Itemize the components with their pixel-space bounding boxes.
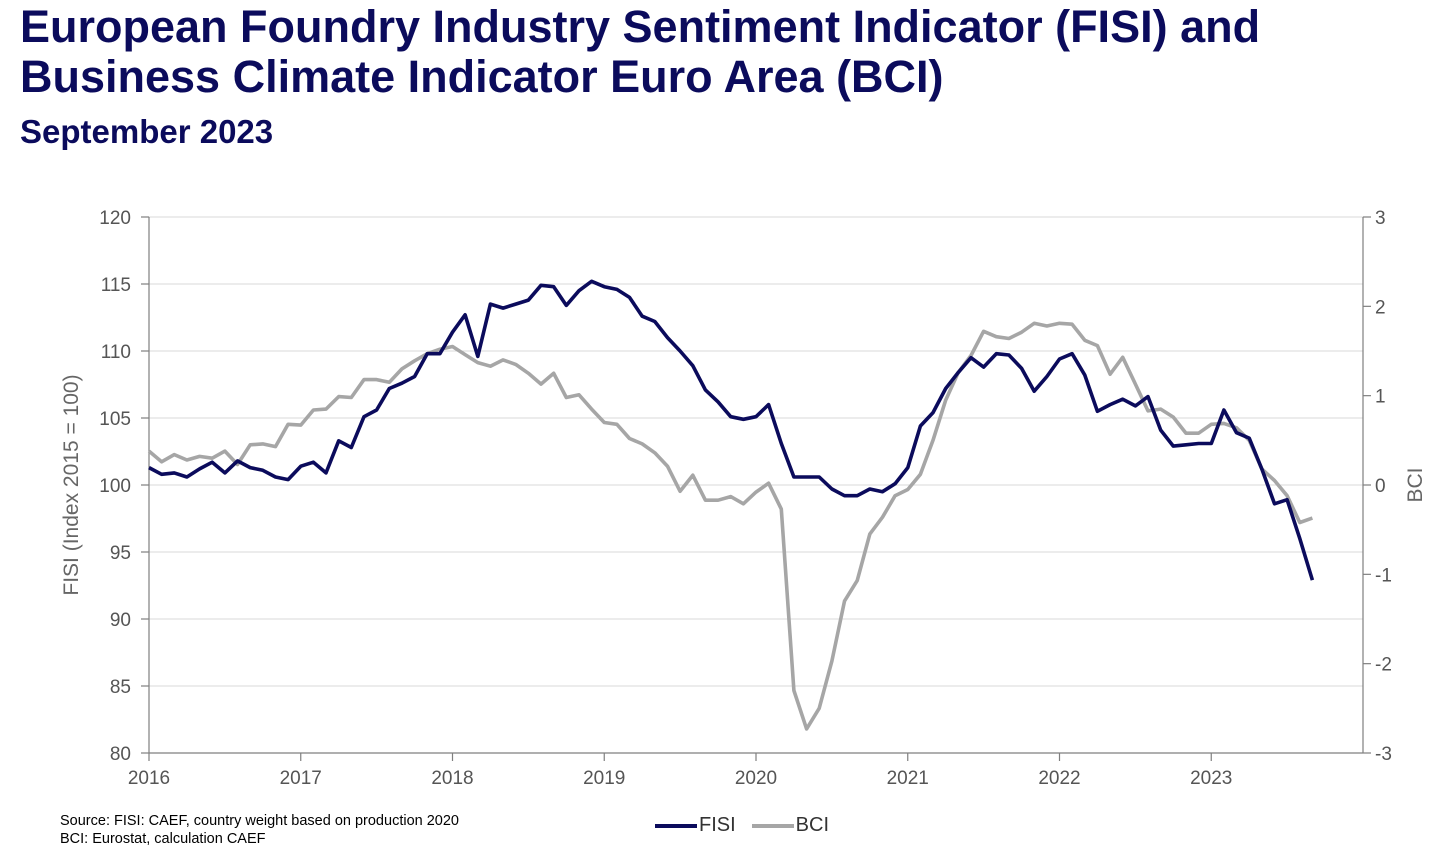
y2-tick-label: -1 [1375,565,1392,586]
series-lines [147,279,1315,731]
y-tick-label: 115 [101,275,131,296]
x-tick-label: 2021 [887,768,929,789]
x-tick-label: 2022 [1038,768,1080,789]
source-line-2: BCI: Eurostat, calculation CAEF [60,831,266,847]
y-tick-label: 90 [110,610,131,631]
chart-subtitle: September 2023 [20,113,274,150]
chart-title-line-1: European Foundry Industry Sentiment Indi… [20,1,1261,52]
legend-item-fisi: FISI [655,814,736,837]
y2-tick-label: 3 [1375,208,1386,229]
y2-tick-label: -3 [1375,744,1392,765]
series-line-bci [147,321,1313,731]
chart-title-line-2: Business Climate Indicator Euro Area (BC… [20,51,944,102]
y-tick-label: 80 [110,744,131,765]
y-axis-label-right: BCI [1404,467,1427,502]
chart-title: European Foundry Industry Sentiment Indi… [20,2,1260,102]
x-tick-label: 2016 [128,768,170,789]
axes: 80 85 90 95 100 105 110 115 120 -3 -2 -1 0 1 2 3 2016 201… [99,208,1392,789]
y2-tick-label: 2 [1375,297,1386,318]
series-line-fisi [148,279,1315,581]
source-note: Source: FISI: CAEF, country weight based… [60,812,459,848]
x-tick-label: 2023 [1190,768,1232,789]
y-tick-label: 95 [110,543,131,564]
y-tick-label: 120 [99,208,131,229]
x-tick-label: 2019 [583,768,625,789]
y-axis-label-left: FISI (Index 2015 = 100) [60,374,83,595]
x-tick-label: 2017 [280,768,322,789]
legend-swatch-bci [751,823,794,828]
legend-label-bci: BCI [795,814,830,836]
x-tick-label: 2020 [735,768,777,789]
y-tick-label: 110 [101,342,131,363]
y2-tick-label: 1 [1375,387,1386,408]
legend-item-bci: BCI [751,814,830,837]
gridlines [149,216,1363,687]
y2-tick-label: 0 [1375,476,1386,497]
legend-label-fisi: FISI [699,814,736,836]
y-tick-label: 105 [99,409,131,430]
x-tick-label: 2018 [431,768,473,789]
y-tick-label: 100 [99,476,131,497]
legend-swatch-fisi [655,823,697,828]
legend: FISI BCI [655,814,845,837]
source-line-1: Source: FISI: CAEF, country weight based… [60,813,459,829]
y2-tick-label: -2 [1375,655,1392,676]
y-tick-label: 85 [110,677,131,698]
